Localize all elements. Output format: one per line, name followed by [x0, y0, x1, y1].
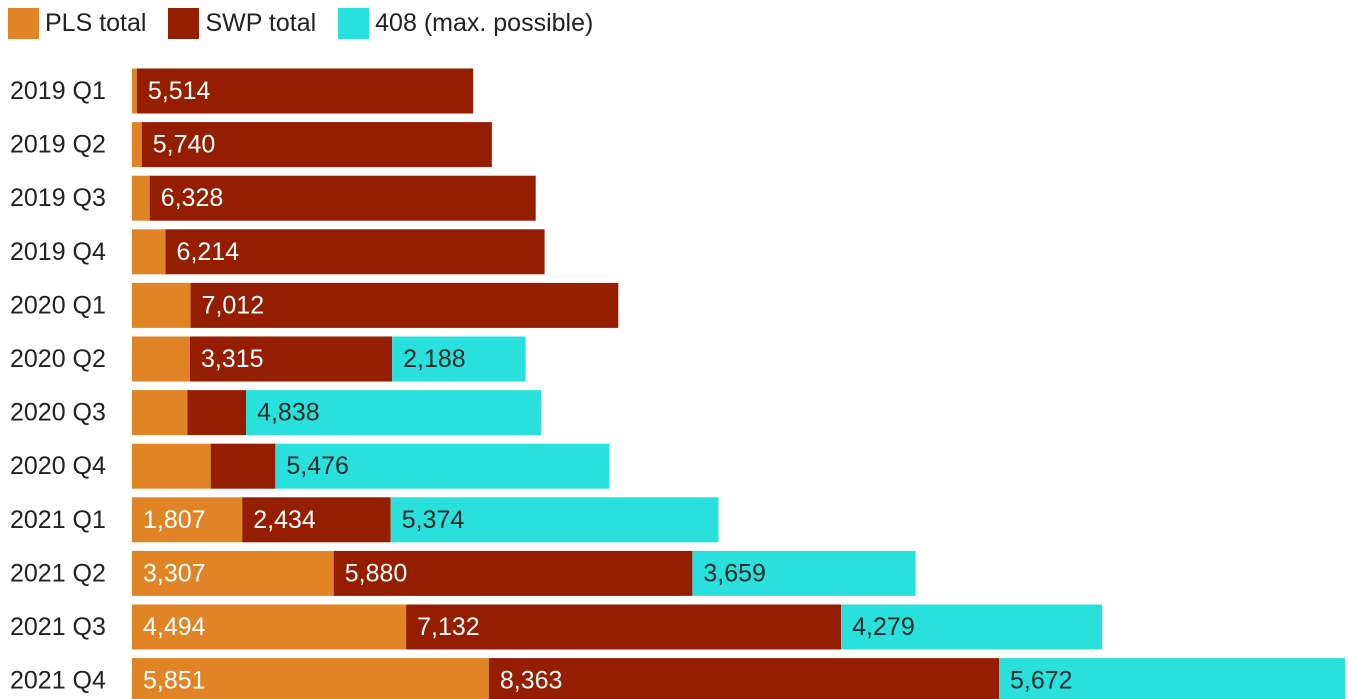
legend-item-2: 408 (max. possible)	[338, 7, 594, 39]
data-label: 1,807	[143, 506, 206, 534]
category-label: 2019 Q2	[10, 131, 106, 159]
bar-segment	[132, 282, 191, 328]
bar-segment	[841, 604, 1103, 650]
bar-segment	[190, 282, 619, 328]
bar-segment	[692, 550, 916, 596]
legend-swatch	[338, 7, 370, 39]
bar-segment	[132, 658, 489, 699]
bar-segment	[210, 443, 276, 489]
data-label: 7,132	[417, 613, 480, 641]
data-label: 3,307	[143, 559, 206, 587]
data-label: 4,838	[257, 399, 320, 427]
data-label: 5,374	[402, 506, 465, 534]
data-label: 7,012	[202, 291, 265, 319]
legend-label: 408 (max. possible)	[375, 8, 594, 37]
legend-swatch	[8, 7, 39, 39]
category-label: 2021 Q4	[10, 667, 106, 695]
legend-swatch	[168, 7, 200, 39]
data-label: 4,279	[852, 613, 915, 641]
data-label: 3,315	[201, 345, 264, 373]
bar-segment	[149, 175, 536, 221]
data-label: 2,434	[253, 506, 316, 534]
data-label: 5,476	[286, 452, 349, 480]
bar-segment	[406, 604, 842, 650]
data-label: 5,851	[143, 667, 206, 695]
bar-segment	[132, 175, 150, 221]
data-label: 5,740	[153, 131, 216, 159]
bar-segment	[275, 443, 610, 489]
bar-segment	[392, 336, 526, 382]
bar-segment	[390, 497, 719, 543]
bar-segment	[189, 336, 393, 382]
data-label: 2,188	[403, 345, 466, 373]
bar-segment	[132, 68, 137, 114]
bar-segment	[165, 229, 545, 275]
bar-segment	[999, 658, 1345, 699]
bar-segment	[246, 390, 542, 436]
bar-segment	[132, 550, 334, 596]
bar-segment	[136, 68, 474, 114]
legend-label: PLS total	[45, 8, 147, 37]
bar-segment	[132, 604, 407, 650]
legend: PLS total SWP total 408 (max. possible)	[8, 6, 615, 40]
bar-segment	[488, 658, 1000, 699]
category-label: 2021 Q3	[10, 613, 106, 641]
data-label: 6,214	[177, 238, 240, 266]
category-label: 2019 Q3	[10, 184, 106, 212]
bar-segment	[132, 229, 166, 275]
category-label: 2019 Q1	[10, 77, 106, 105]
category-label: 2020 Q1	[10, 291, 106, 319]
data-label: 4,494	[143, 613, 206, 641]
category-label: 2020 Q4	[10, 452, 106, 480]
category-label: 2021 Q2	[10, 559, 106, 587]
bar-segment	[132, 390, 188, 436]
bar-segment	[187, 390, 247, 436]
category-label: 2019 Q4	[10, 238, 106, 266]
data-label: 6,328	[161, 184, 224, 212]
data-label: 5,880	[345, 559, 408, 587]
legend-item-1: SWP total	[168, 7, 317, 39]
bar-segment	[242, 497, 391, 543]
data-label: 5,514	[148, 77, 211, 105]
bar-segment	[132, 497, 243, 543]
bar-segment	[132, 443, 211, 489]
bar-segment	[333, 550, 693, 596]
data-label: 3,659	[703, 559, 766, 587]
bar-segment	[141, 122, 492, 168]
category-label: 2021 Q1	[10, 506, 106, 534]
legend-label: SWP total	[205, 8, 317, 37]
bar-segment	[132, 122, 142, 168]
category-label: 2020 Q3	[10, 399, 106, 427]
data-label: 5,672	[1010, 667, 1073, 695]
data-label: 8,363	[500, 667, 563, 695]
category-label: 2020 Q2	[10, 345, 106, 373]
bar-segment	[132, 336, 190, 382]
legend-item-0: PLS total	[8, 7, 147, 39]
